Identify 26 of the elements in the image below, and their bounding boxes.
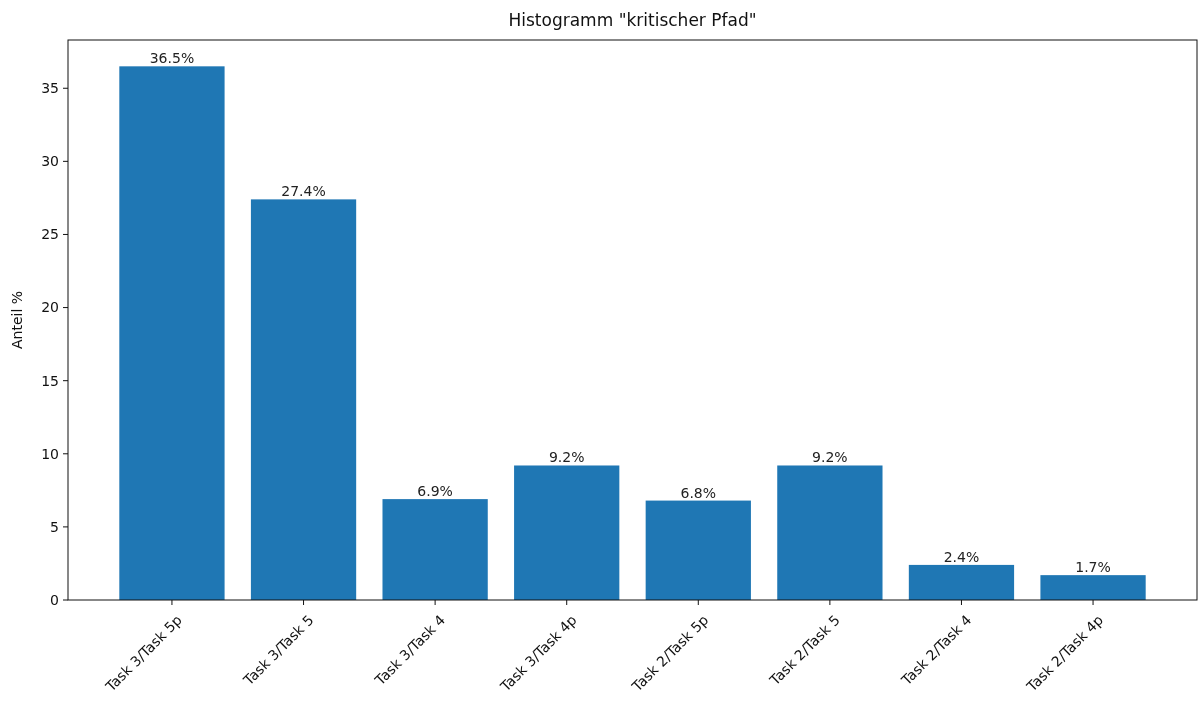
data-label: 6.8% <box>680 484 717 501</box>
bar <box>777 465 883 600</box>
y-tick-label: 10 <box>41 445 59 462</box>
bar <box>645 500 751 600</box>
y-tick-label: 30 <box>41 153 59 170</box>
y-tick-label: 5 <box>50 518 59 535</box>
data-label: 9.2% <box>812 449 848 466</box>
y-tick-label: 0 <box>50 591 59 608</box>
data-label: 36.5% <box>149 50 195 67</box>
data-label: 6.9% <box>417 483 453 500</box>
y-tick-label: 25 <box>41 226 59 243</box>
chart-title: Histogramm "kritischer Pfad" <box>508 10 757 30</box>
y-tick-label: 35 <box>41 80 59 97</box>
bar <box>382 499 488 600</box>
data-label: 2.4% <box>943 548 980 565</box>
y-axis-title: Anteil % <box>9 290 25 350</box>
bar <box>1040 575 1146 600</box>
y-tick-label: 20 <box>41 299 59 316</box>
y-tick-label: 15 <box>41 372 59 389</box>
bar <box>119 66 225 600</box>
bar <box>250 199 357 600</box>
bar <box>908 564 1015 600</box>
bar <box>514 465 620 600</box>
data-label: 27.4% <box>281 183 326 200</box>
data-label: 9.2% <box>548 449 585 466</box>
data-label: 1.7% <box>1075 559 1111 576</box>
